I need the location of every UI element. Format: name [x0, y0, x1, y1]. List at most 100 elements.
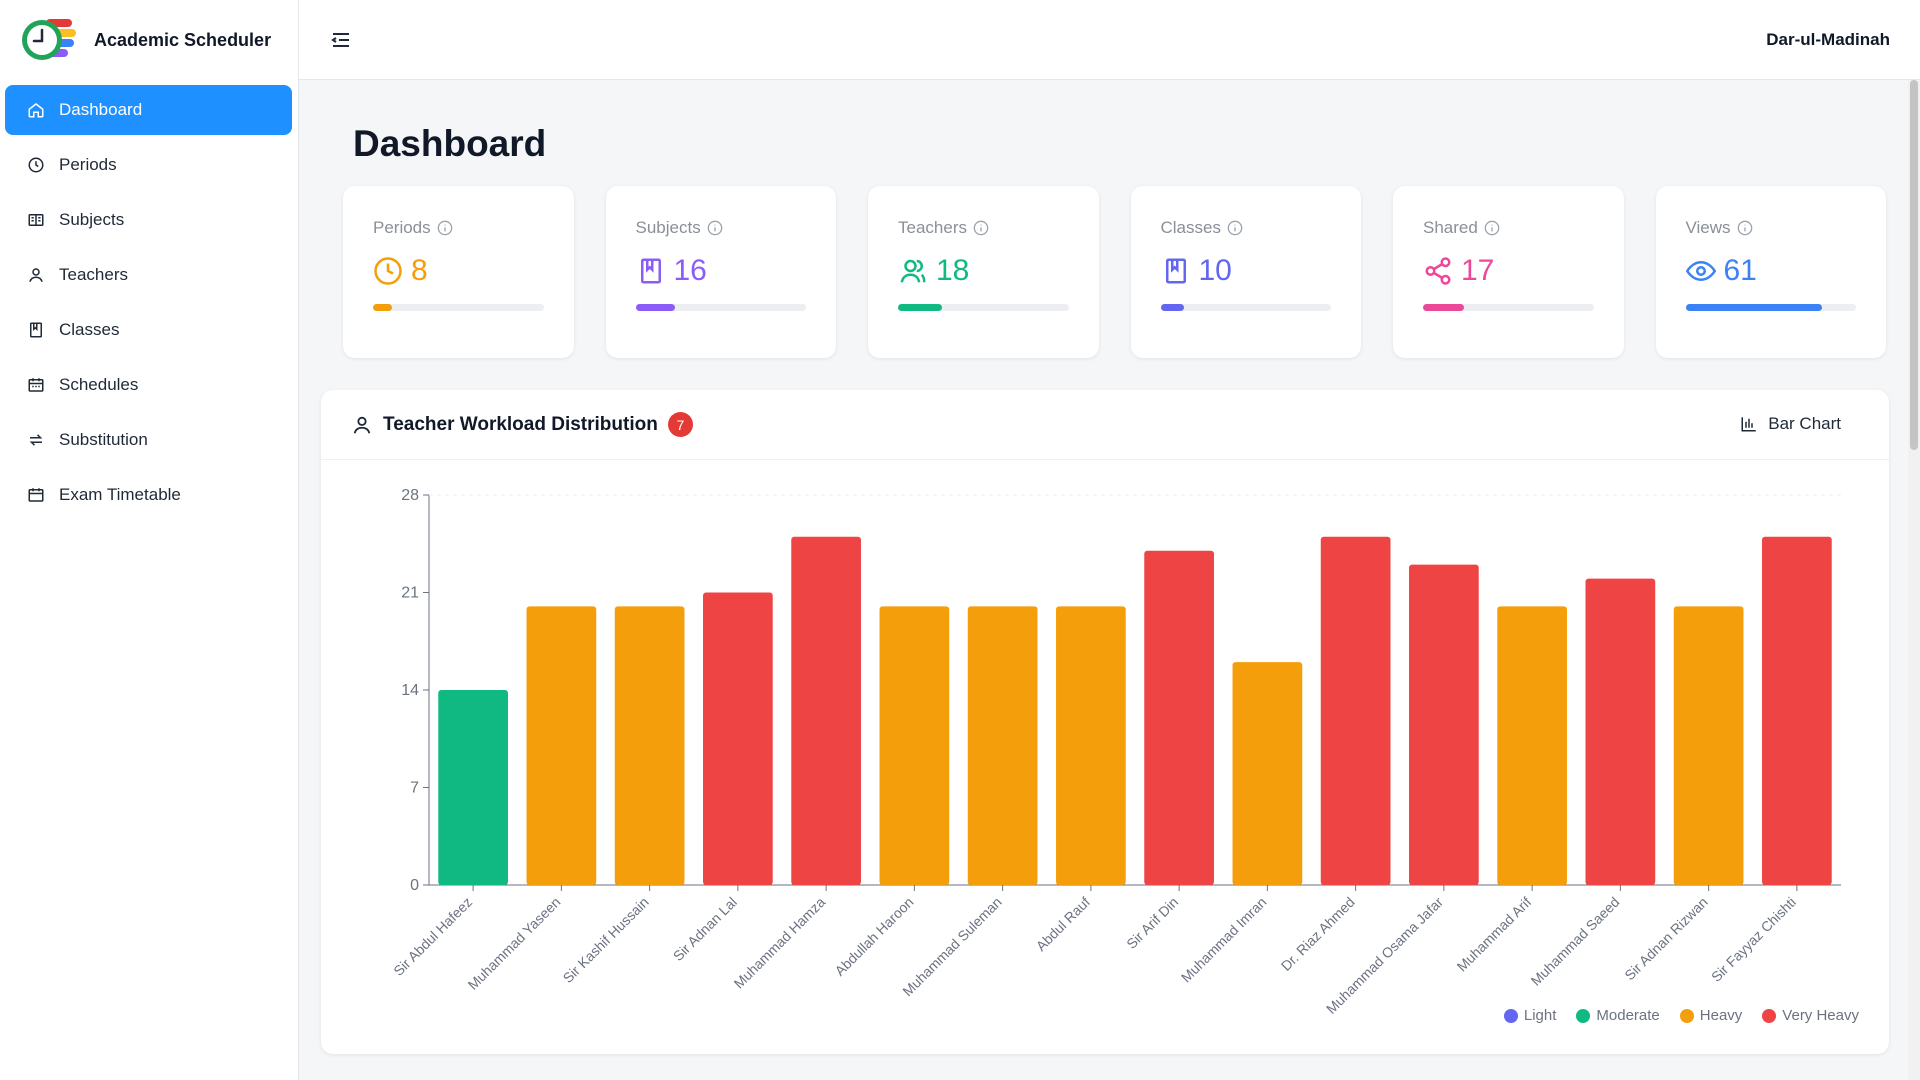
stat-value: 10: [1198, 254, 1232, 287]
stats-row: Periods 8 Subjects 16 Teachers: [343, 186, 1886, 358]
stat-progress-fill: [898, 304, 943, 311]
stat-value-row: 16: [636, 254, 807, 288]
stat-value: 16: [673, 254, 707, 287]
info-icon[interactable]: [437, 220, 453, 236]
x-tick-label: Sir Arif Din: [1123, 894, 1181, 952]
y-tick-label: 21: [401, 585, 419, 602]
stat-progress-track: [1685, 304, 1856, 311]
bar-chart-icon: [1741, 417, 1756, 432]
brand: Academic Scheduler: [0, 0, 298, 80]
bar: [1673, 606, 1744, 885]
x-tick-label: Dr. Riaz Ahmed: [1278, 894, 1358, 974]
stat-label: Views: [1686, 218, 1857, 238]
bar: [438, 690, 508, 885]
home-icon: [25, 99, 47, 121]
menu-toggle-icon[interactable]: [329, 28, 353, 52]
stat-progress-fill: [373, 304, 392, 311]
info-icon[interactable]: [973, 220, 989, 236]
organization-name[interactable]: Dar-ul-Madinah: [1766, 30, 1890, 49]
chart-type-toggle[interactable]: Bar Chart: [1740, 414, 1841, 434]
clock-icon: [25, 154, 47, 176]
info-icon[interactable]: [1484, 220, 1500, 236]
book-open-icon: [25, 209, 47, 231]
x-tick-label: Muhammad Saeed: [1528, 894, 1623, 989]
stat-card-subjects[interactable]: Subjects 16: [605, 186, 836, 358]
bar: [1497, 606, 1567, 885]
legend-item[interactable]: Light: [1503, 1007, 1557, 1024]
x-tick-label: Muhammad Hamza: [731, 894, 829, 992]
x-tick-label: Sir Abdul Hafeez: [390, 894, 475, 979]
sidebar-item-dashboard[interactable]: Dashboard: [5, 85, 292, 135]
sidebar-item-label: Classes: [59, 320, 120, 339]
legend-dot: [1679, 1008, 1694, 1023]
y-tick-label: 0: [410, 877, 419, 894]
scrollbar-thumb[interactable]: [1910, 80, 1918, 450]
sidebar-item-label: Periods: [59, 155, 117, 174]
chart-legend: Light Moderate Heavy Very Heavy: [1503, 1007, 1859, 1024]
x-tick-label: Sir Kashif Hussain: [560, 894, 652, 986]
count-badge: 7: [667, 412, 693, 437]
clock-icon: [374, 257, 402, 285]
stat-value-row: 61: [1685, 254, 1857, 288]
x-tick-label: Sir Fayyaz Chishti: [1708, 894, 1799, 985]
calendar-icon: [25, 484, 47, 506]
sidebar-item-subjects[interactable]: Subjects: [5, 195, 292, 245]
legend-label: Heavy: [1699, 1007, 1743, 1024]
stat-progress-track: [898, 304, 1069, 311]
user-icon: [25, 264, 47, 286]
info-icon[interactable]: [1227, 220, 1243, 236]
x-tick-label: Sir Adnan Rizwan: [1621, 894, 1710, 983]
stat-card-shared[interactable]: Shared 17: [1393, 186, 1624, 358]
legend-label: Moderate: [1596, 1007, 1660, 1024]
bar: [1144, 550, 1214, 885]
stat-progress-fill: [1685, 304, 1822, 311]
stat-value-row: 18: [898, 254, 1069, 288]
sidebar-item-label: Teachers: [59, 265, 128, 284]
stat-card-teachers[interactable]: Teachers 18: [868, 186, 1099, 358]
legend-label: Very Heavy: [1782, 1007, 1859, 1024]
sidebar-item-exam-timetable[interactable]: Exam Timetable: [5, 470, 292, 520]
stat-value: 17: [1461, 254, 1495, 287]
scrollbar[interactable]: [1908, 80, 1920, 1080]
stat-label-text: Views: [1685, 218, 1731, 237]
x-tick-label: Muhammad Arif: [1454, 894, 1535, 975]
bookmark-icon: [640, 258, 661, 284]
legend-label: Light: [1523, 1007, 1557, 1024]
stat-label: Subjects: [636, 218, 807, 238]
calendar-grid-icon: [25, 374, 47, 396]
legend-item[interactable]: Very Heavy: [1762, 1007, 1859, 1024]
user-icon: [353, 416, 371, 434]
app-title: Academic Scheduler: [94, 29, 272, 50]
sidebar-item-periods[interactable]: Periods: [5, 140, 292, 190]
info-icon[interactable]: [1737, 220, 1753, 236]
legend-item[interactable]: Moderate: [1576, 1007, 1660, 1024]
stat-label-text: Teachers: [898, 218, 967, 237]
stat-card-classes[interactable]: Classes 10: [1130, 186, 1361, 358]
stat-card-views[interactable]: Views 61: [1655, 186, 1886, 358]
info-icon[interactable]: [707, 220, 723, 236]
x-tick-label: Abdullah Haroon: [831, 894, 916, 979]
legend-dot: [1762, 1008, 1777, 1023]
sidebar-item-classes[interactable]: Classes: [5, 305, 292, 355]
chart-type-label: Bar Chart: [1768, 414, 1841, 433]
stat-value: 61: [1723, 254, 1757, 287]
page-title: Dashboard: [353, 123, 547, 164]
bar: [967, 606, 1038, 885]
stat-label: Periods: [373, 218, 544, 238]
stat-label-text: Shared: [1423, 218, 1478, 237]
sidebar-item-substitution[interactable]: Substitution: [5, 415, 292, 465]
stat-progress-track: [373, 304, 544, 311]
stat-progress-fill: [1423, 304, 1464, 311]
legend-item[interactable]: Heavy: [1679, 1007, 1743, 1024]
bookmark-icon: [25, 319, 47, 341]
x-tick-label: Muhammad Yaseen: [465, 894, 564, 993]
stat-progress-track: [1423, 304, 1594, 311]
sidebar-item-label: Substitution: [59, 430, 148, 449]
sidebar-item-teachers[interactable]: Teachers: [5, 250, 292, 300]
topbar: Dar-ul-Madinah: [299, 0, 1920, 80]
sidebar-item-schedules[interactable]: Schedules: [5, 360, 292, 410]
stat-card-periods[interactable]: Periods 8: [343, 186, 574, 358]
stat-value: 18: [936, 254, 970, 287]
share-icon: [1425, 257, 1451, 285]
